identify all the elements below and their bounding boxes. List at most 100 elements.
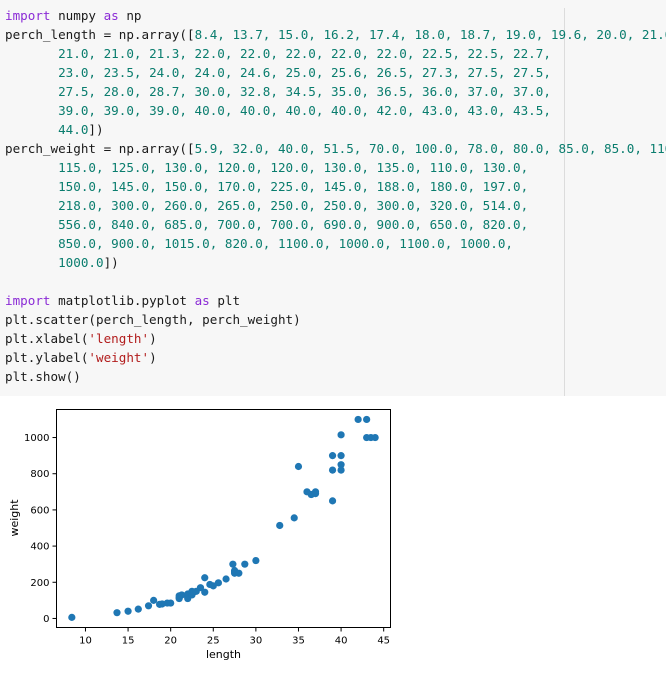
code-token [5, 103, 58, 118]
code-token: 8.4, 13.7, 15.0, 16.2, 17.4, 18.0, 18.7,… [194, 27, 666, 42]
code-line: 1000.0]) [5, 253, 666, 272]
code-token: 'length' [88, 331, 150, 346]
x-tick-label: 30 [250, 636, 263, 647]
code-token: as [194, 293, 210, 308]
data-point [113, 609, 121, 617]
code-token: plt.show() [5, 369, 81, 384]
code-token [5, 198, 58, 213]
code-token: numpy [50, 8, 104, 23]
data-point [222, 575, 230, 583]
code-token: 5.9, 32.0, 40.0, 51.5, 70.0, 100.0, 78.0… [194, 141, 666, 156]
code-token [5, 217, 58, 232]
code-line: 27.5, 28.0, 28.7, 30.0, 32.8, 34.5, 35.0… [5, 82, 666, 101]
code-editor[interactable]: import numpy as np perch_length = np.arra… [5, 6, 666, 386]
data-point [167, 599, 175, 607]
x-tick-label: 45 [377, 636, 390, 647]
code-token: 44.0 [58, 122, 89, 137]
code-line: plt.ylabel('weight') [5, 348, 666, 367]
data-point [235, 569, 243, 577]
data-point [196, 584, 205, 592]
output-area: 0 200 400 600 800 1000 10 15 20 25 30 35 40 45 lengt… [0, 396, 666, 671]
data-point [294, 462, 303, 471]
data-point [371, 433, 379, 442]
plot-frame [56, 409, 391, 628]
data-point [337, 466, 345, 474]
data-point [276, 521, 284, 530]
y-tick-label: 800 [30, 469, 49, 480]
y-tick-label: 0 [43, 614, 49, 625]
code-line: 23.0, 23.5, 24.0, 24.0, 24.6, 25.0, 25.6… [5, 63, 666, 82]
code-line: 850.0, 900.0, 1015.0, 820.0, 1100.0, 100… [5, 234, 666, 253]
y-tick-label: 200 [30, 578, 49, 589]
code-token [5, 255, 58, 270]
data-point [311, 490, 320, 498]
code-line: 44.0]) [5, 120, 666, 139]
code-token: perch_length = np.array([ [5, 27, 195, 42]
code-token: 218.0, 300.0, 260.0, 265.0, 250.0, 250.0… [58, 198, 529, 213]
y-tick-label: 600 [30, 505, 49, 516]
code-token: 39.0, 39.0, 39.0, 40.0, 40.0, 40.0, 40.0… [58, 103, 551, 118]
code-token [5, 46, 58, 61]
code-token: 1000.0 [58, 255, 104, 270]
code-token: perch_weight = np.array([ [5, 141, 195, 156]
code-token: 23.0, 23.5, 24.0, 24.0, 24.6, 25.0, 25.6… [58, 65, 551, 80]
data-point [337, 431, 345, 439]
code-token: matplotlib.pyplot [50, 293, 195, 308]
data-point [241, 560, 249, 568]
code-line: plt.scatter(perch_length, perch_weight) [5, 310, 666, 329]
code-line: plt.xlabel('length') [5, 329, 666, 348]
code-line: 150.0, 145.0, 150.0, 170.0, 225.0, 145.0… [5, 177, 666, 196]
code-token: 850.0, 900.0, 1015.0, 820.0, 1100.0, 100… [58, 236, 514, 251]
code-token [5, 179, 58, 194]
code-token [5, 160, 58, 175]
code-line [5, 272, 666, 291]
data-point [134, 605, 142, 613]
x-tick-label: 20 [164, 636, 177, 647]
data-point [328, 452, 337, 460]
data-point [68, 613, 76, 621]
code-token: plt.ylabel( [5, 350, 89, 365]
code-token: import [5, 293, 51, 308]
y-tick-label: 400 [30, 542, 49, 553]
data-point [214, 579, 222, 587]
data-point [124, 607, 132, 615]
data-point [252, 556, 260, 565]
code-line: perch_length = np.array([8.4, 13.7, 15.0… [5, 25, 666, 44]
code-token: 21.0, 21.0, 21.3, 22.0, 22.0, 22.0, 22.0… [58, 46, 551, 61]
code-token: ) [149, 350, 157, 365]
scatter-plot: 0 200 400 600 800 1000 10 15 20 25 30 35 40 45 lengt… [8, 409, 391, 661]
code-token: as [103, 8, 119, 23]
x-tick-label: 10 [79, 636, 92, 647]
code-line: 115.0, 125.0, 130.0, 120.0, 120.0, 130.0… [5, 158, 666, 177]
code-token: ]) [88, 122, 104, 137]
code-line: import numpy as np [5, 6, 666, 25]
data-point [178, 591, 186, 599]
code-token [5, 84, 58, 99]
code-token [5, 65, 58, 80]
data-points [68, 415, 379, 621]
code-token: np [118, 8, 142, 23]
code-line: 39.0, 39.0, 39.0, 40.0, 40.0, 40.0, 40.0… [5, 101, 666, 120]
code-token: plt.xlabel( [5, 331, 89, 346]
code-token: 556.0, 840.0, 685.0, 700.0, 700.0, 690.0… [58, 217, 529, 232]
code-token: ) [149, 331, 157, 346]
data-point [150, 596, 158, 604]
y-axis-label: weight [8, 499, 21, 537]
line-length-ruler [564, 8, 565, 396]
x-tick-label: 35 [292, 636, 305, 647]
code-token [5, 236, 58, 251]
y-tick-label: 1000 [24, 433, 49, 444]
code-token: 'weight' [88, 350, 150, 365]
data-point [201, 574, 209, 582]
code-cell[interactable]: import numpy as np perch_length = np.arra… [0, 0, 666, 396]
data-point [337, 452, 345, 460]
code-token: ]) [103, 255, 119, 270]
data-point [229, 560, 237, 568]
x-tick-label: 25 [207, 636, 220, 647]
code-token: plt [209, 293, 241, 308]
data-point [354, 415, 362, 424]
code-line: plt.show() [5, 367, 666, 386]
code-line: 21.0, 21.0, 21.3, 22.0, 22.0, 22.0, 22.0… [5, 44, 666, 63]
code-token: 115.0, 125.0, 130.0, 120.0, 120.0, 130.0… [58, 160, 529, 175]
code-line: 218.0, 300.0, 260.0, 265.0, 250.0, 250.0… [5, 196, 666, 215]
